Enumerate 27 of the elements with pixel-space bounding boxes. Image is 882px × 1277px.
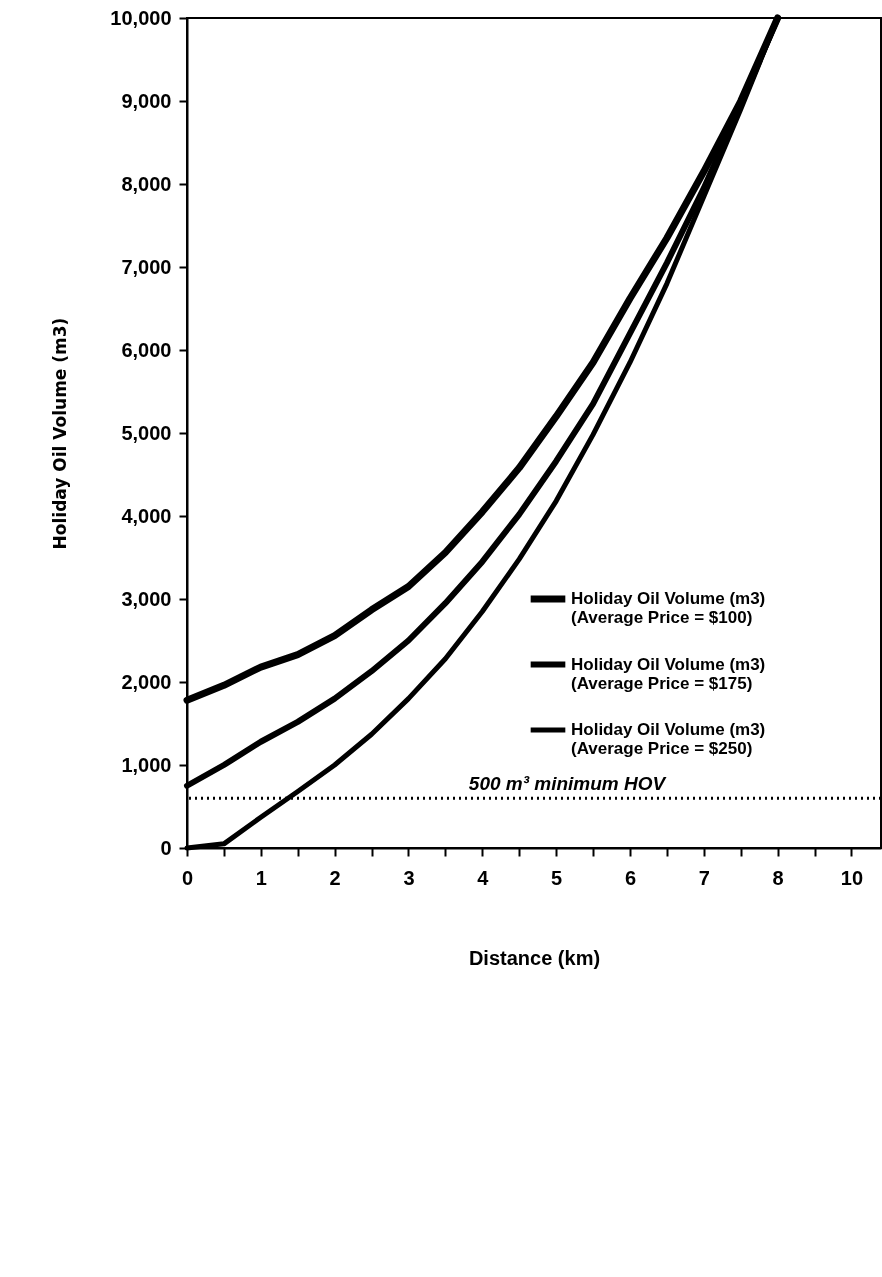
y-tick-label: 2,000 <box>121 670 172 693</box>
legend-label: Holiday Oil Volume (m3) (Average Price = $100) <box>571 589 766 627</box>
y-tick-label: 0 <box>160 836 172 859</box>
y-tick-label: 8,000 <box>121 172 172 195</box>
x-tick-label: 3 <box>403 866 415 889</box>
x-tick-label: 2 <box>329 866 341 889</box>
y-tick-label: 5,000 <box>121 421 172 444</box>
x-tick-label: 8 <box>772 866 784 889</box>
y-tick-label: 10,000 <box>110 6 172 29</box>
y-tick-label: 9,000 <box>121 89 172 112</box>
x-tick-label: 0 <box>181 866 194 889</box>
x-tick-label: 6 <box>624 866 637 889</box>
y-tick-label: 7,000 <box>121 255 172 278</box>
x-tick-label: 7 <box>698 866 710 889</box>
y-tick-label: 4,000 <box>121 504 172 527</box>
y-tick-label: 6,000 <box>121 338 172 361</box>
legend-label: Holiday Oil Volume (m3) (Average Price = $250) <box>571 720 766 758</box>
y-tick-label: 3,000 <box>121 587 172 610</box>
ref-line-label: 500 m³ minimum HOV <box>468 773 667 795</box>
legend-label: Holiday Oil Volume (m3) (Average Price = $175) <box>571 654 766 693</box>
x-tick-label: 5 <box>551 866 563 889</box>
x-tick-label: 10 <box>840 866 864 889</box>
y-axis-title: Holiday Oil Volume (m3) <box>50 317 71 550</box>
x-tick-label: 4 <box>477 866 490 889</box>
x-axis-title: Distance (km) <box>468 946 601 969</box>
y-tick-label: 1,000 <box>121 753 172 776</box>
x-tick-label: 1 <box>255 866 267 889</box>
